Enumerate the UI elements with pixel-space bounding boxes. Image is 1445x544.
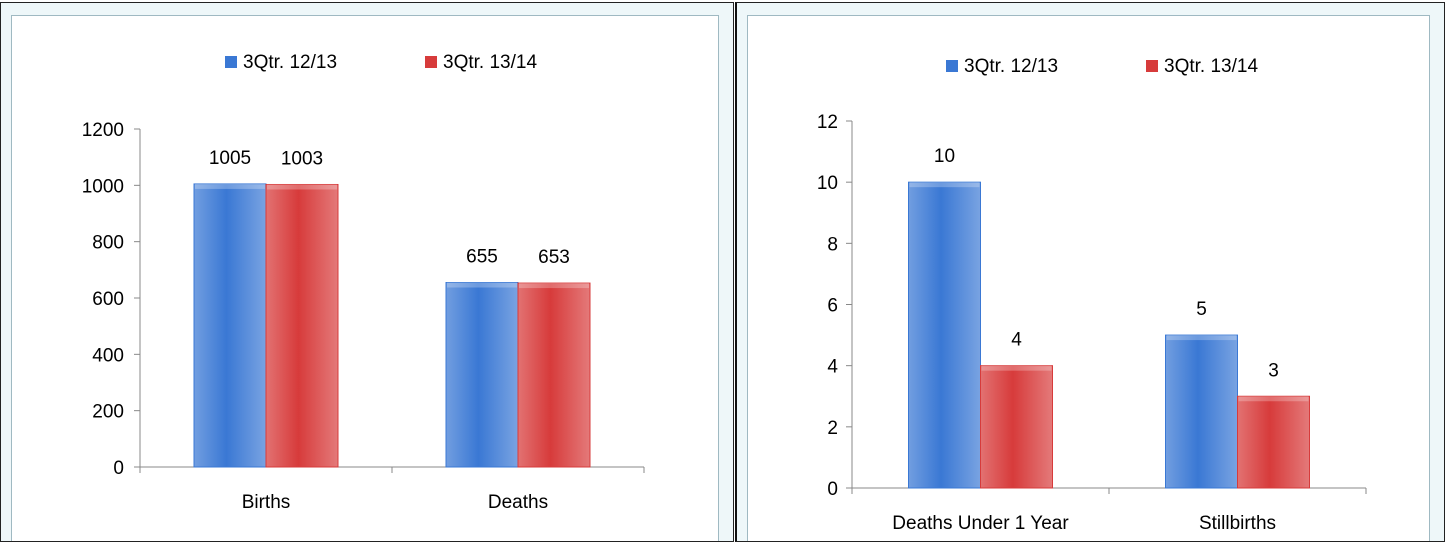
bar-bevel-highlight	[195, 183, 265, 189]
bar-series-1	[193, 183, 267, 468]
y-tick-label: 10	[817, 173, 838, 194]
bar-series-1	[908, 181, 981, 489]
y-tick-label: 2	[827, 418, 838, 439]
legend-swatch-icon	[425, 56, 437, 68]
bar-series-1	[445, 282, 519, 468]
y-tick-label: 8	[827, 234, 838, 255]
bar-series-2	[1237, 395, 1310, 489]
bar-bevel-highlight	[1238, 396, 1309, 402]
bar-value-label: 10	[934, 146, 955, 167]
infant-deaths-stillbirths-bar-chart: 3Qtr. 12/13 3Qtr. 13/14 0 2 4 6 8 10 12 10 4 Deaths…	[817, 56, 1367, 534]
y-tick-label: 1000	[82, 176, 124, 197]
births-deaths-chart-panel: 3Qtr. 12/13 3Qtr. 13/14 0 200 400 600 800 1000 1…	[0, 2, 734, 542]
bar-bevel-highlight	[1166, 335, 1237, 341]
x-category-label: Deaths Under 1 Year	[892, 513, 1069, 534]
y-tick-label: 12	[817, 112, 838, 133]
bar-series-1	[1165, 334, 1238, 489]
bar-value-label: 4	[1011, 330, 1022, 351]
chart-plot-area: 3Qtr. 12/13 3Qtr. 13/14 0 2 4 6 8 10 12 10 4 Deaths…	[747, 15, 1430, 541]
bar-bevel-highlight	[267, 184, 337, 190]
legend-swatch-icon	[946, 60, 958, 72]
x-category-label: Stillbirths	[1199, 513, 1276, 534]
bar-value-label: 1003	[281, 148, 323, 169]
chart-plot-area: 3Qtr. 12/13 3Qtr. 13/14 0 200 400 600 800 1000 1…	[11, 15, 719, 541]
y-tick-label: 4	[827, 357, 838, 378]
bar-value-label: 653	[538, 247, 570, 268]
bar-series-2	[265, 183, 339, 468]
y-tick-label: 0	[827, 479, 838, 500]
y-tick-label: 0	[113, 458, 124, 479]
legend-swatch-icon	[225, 56, 237, 68]
bar-bevel-highlight	[519, 283, 589, 289]
infant-deaths-stillbirths-chart-panel: 3Qtr. 12/13 3Qtr. 13/14 0 2 4 6 8 10 12 10 4 Deaths…	[735, 2, 1445, 542]
y-tick-label: 800	[92, 233, 124, 254]
y-tick-label: 200	[92, 402, 124, 423]
legend-label: 3Qtr. 12/13	[243, 52, 337, 73]
bar-value-label: 5	[1196, 299, 1207, 320]
bar-value-label: 3	[1268, 360, 1279, 381]
y-tick-label: 1200	[82, 120, 124, 141]
bar-value-label: 1005	[209, 148, 251, 169]
bar-bevel-highlight	[447, 282, 517, 288]
legend-label: 3Qtr. 13/14	[443, 52, 537, 73]
x-category-label: Births	[242, 492, 291, 513]
legend-swatch-icon	[1146, 60, 1158, 72]
bar-series-2	[517, 282, 591, 468]
y-tick-label: 6	[827, 296, 838, 317]
y-tick-label: 600	[92, 289, 124, 310]
legend-label: 3Qtr. 12/13	[964, 56, 1058, 77]
x-category-label: Deaths	[488, 492, 548, 513]
y-tick-label: 400	[92, 345, 124, 366]
bar-bevel-highlight	[909, 182, 980, 188]
legend-label: 3Qtr. 13/14	[1164, 56, 1258, 77]
births-deaths-bar-chart: 3Qtr. 12/13 3Qtr. 13/14 0 200 400 600 800 1000 1…	[82, 52, 645, 513]
bar-bevel-highlight	[981, 365, 1052, 371]
bar-series-2	[980, 365, 1053, 489]
bar-value-label: 655	[466, 247, 498, 268]
